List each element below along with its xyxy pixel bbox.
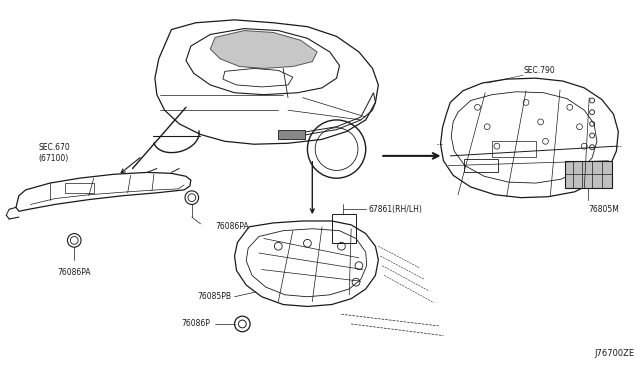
Text: 76805M: 76805M bbox=[588, 205, 619, 214]
Text: 67861(RH/LH): 67861(RH/LH) bbox=[369, 205, 422, 214]
Text: SEC.670
(67100): SEC.670 (67100) bbox=[38, 143, 70, 163]
Text: 76086P: 76086P bbox=[181, 320, 211, 328]
Text: 76085PB: 76085PB bbox=[198, 292, 232, 301]
Polygon shape bbox=[211, 31, 317, 68]
Text: 76086PA: 76086PA bbox=[58, 267, 91, 277]
Bar bbox=[65, 183, 93, 193]
Bar bbox=[565, 161, 612, 188]
Bar bbox=[492, 141, 536, 157]
Text: 76086PA: 76086PA bbox=[215, 222, 249, 231]
Bar bbox=[278, 130, 305, 140]
Text: J76700ZE: J76700ZE bbox=[594, 349, 634, 357]
Bar bbox=[464, 159, 498, 172]
Text: SEC.790: SEC.790 bbox=[523, 66, 555, 75]
Bar bbox=[332, 214, 356, 243]
